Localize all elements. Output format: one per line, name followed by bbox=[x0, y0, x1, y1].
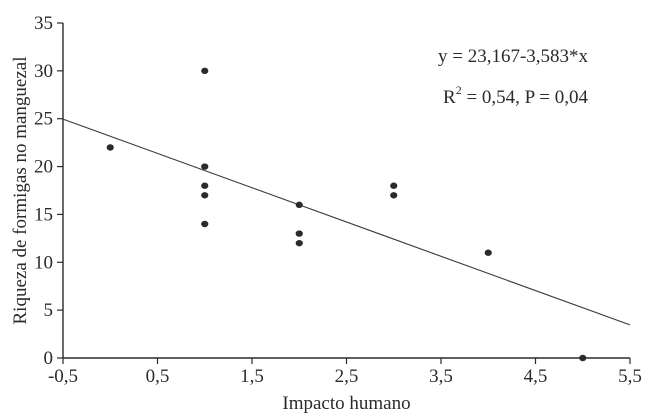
x-tick-label: 4,5 bbox=[524, 366, 548, 387]
ticks: -0,5 0,5 1,5 2,5 3,5 4,5 5,5 0 5 10 15 20 25 30 35 bbox=[34, 13, 642, 387]
axes bbox=[62, 23, 630, 359]
data-point bbox=[201, 192, 209, 199]
data-point bbox=[201, 182, 209, 189]
y-tick-label: 10 bbox=[34, 252, 53, 273]
y-tick-label: 25 bbox=[34, 109, 53, 130]
data-point bbox=[390, 192, 398, 199]
data-point bbox=[295, 239, 303, 247]
points-layer bbox=[106, 67, 587, 362]
y-tick-label: 0 bbox=[44, 348, 54, 369]
y-tick-label: 5 bbox=[44, 300, 54, 321]
data-point bbox=[201, 163, 209, 170]
regression-equation: y = 23,167-3,583*x bbox=[438, 46, 589, 67]
x-axis-label: Impacto humano bbox=[282, 393, 410, 413]
data-point bbox=[201, 67, 209, 75]
x-tick-label: 3,5 bbox=[429, 366, 453, 387]
y-tick-label: 15 bbox=[34, 204, 53, 225]
r2-rest: = 0,54, P = 0,04 bbox=[462, 87, 589, 108]
data-point bbox=[390, 182, 398, 189]
y-tick-label: 35 bbox=[34, 13, 53, 34]
y-tick-label: 20 bbox=[34, 157, 53, 178]
y-tick-label: 30 bbox=[34, 61, 53, 82]
data-point bbox=[295, 201, 303, 209]
x-tick-label: 1,5 bbox=[240, 366, 264, 387]
y-axis-label: Riqueza de formigas no manguezal bbox=[10, 56, 31, 324]
x-tick-label: 0,5 bbox=[146, 366, 170, 387]
r2-annotation: R2 = 0,54, P = 0,04 bbox=[443, 83, 588, 108]
x-tick-label: 2,5 bbox=[335, 366, 359, 387]
data-point bbox=[295, 230, 303, 237]
data-point bbox=[201, 220, 209, 228]
r2-prefix: R bbox=[443, 87, 456, 108]
r2-superscript: 2 bbox=[456, 83, 462, 97]
regression-layer bbox=[62, 118, 631, 326]
x-tick-label: 5,5 bbox=[618, 366, 642, 387]
regression-line bbox=[62, 118, 631, 326]
x-tick-label: -0,5 bbox=[48, 366, 78, 387]
data-point bbox=[106, 144, 114, 151]
data-point bbox=[484, 249, 492, 256]
